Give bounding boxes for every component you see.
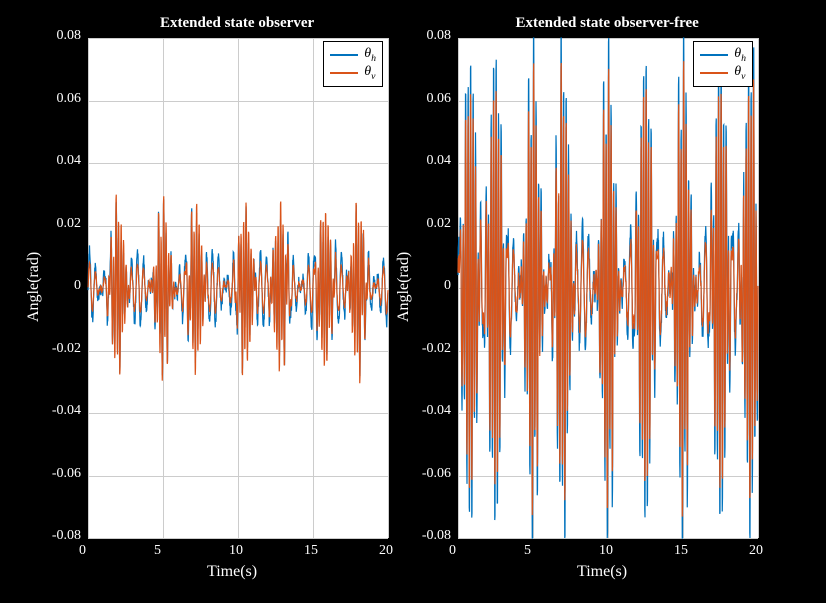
y-tick-label: -0.06	[422, 466, 451, 482]
legend: θhθv	[693, 41, 753, 87]
legend-swatch	[700, 72, 728, 74]
grid-line-h	[88, 538, 388, 539]
x-axis-label: Time(s)	[207, 563, 257, 581]
y-tick-label: -0.06	[52, 466, 81, 482]
y-tick-label: 0	[74, 278, 81, 294]
legend-label: θv	[364, 64, 375, 82]
x-tick-label: 5	[154, 543, 161, 559]
series-theta_v	[458, 61, 758, 516]
y-tick-label: -0.04	[422, 403, 451, 419]
figure: 0 5 10 15 20 -0.08 -0.06 -0.04 -0.02 0 0.02 0.04 0.0…	[0, 0, 826, 603]
panel-title: Extended state observer	[160, 15, 314, 32]
y-tick-label: -0.02	[422, 341, 451, 357]
plot-panel-eso	[87, 37, 389, 539]
grid-line-h	[458, 538, 758, 539]
y-axis-label: Angle(rad)	[395, 252, 413, 322]
legend-swatch	[330, 54, 358, 56]
y-tick-label: -0.02	[52, 341, 81, 357]
y-tick-label: 0.02	[427, 216, 452, 232]
y-tick-label: -0.08	[52, 528, 81, 544]
series-theta_v	[88, 195, 388, 384]
plot-lines	[458, 38, 758, 538]
x-tick-label: 0	[79, 543, 86, 559]
x-tick-label: 0	[449, 543, 456, 559]
x-tick-label: 20	[749, 543, 763, 559]
y-tick-label: 0.02	[57, 216, 82, 232]
legend-entry: θh	[700, 46, 746, 64]
x-axis-label: Time(s)	[577, 563, 627, 581]
x-tick-label: 20	[379, 543, 393, 559]
y-tick-label: 0.06	[57, 91, 82, 107]
x-tick-label: 15	[674, 543, 688, 559]
legend-swatch	[330, 72, 358, 74]
y-tick-label: 0.04	[427, 153, 452, 169]
x-tick-label: 10	[229, 543, 243, 559]
y-axis-label: Angle(rad)	[25, 252, 43, 322]
plot-panel-eso-free	[457, 37, 759, 539]
legend-label: θv	[734, 64, 745, 82]
y-tick-label: -0.04	[52, 403, 81, 419]
legend: θhθv	[323, 41, 383, 87]
legend-entry: θv	[700, 64, 746, 82]
x-tick-label: 15	[304, 543, 318, 559]
legend-entry: θv	[330, 64, 376, 82]
legend-label: θh	[364, 46, 376, 64]
x-tick-label: 5	[524, 543, 531, 559]
y-tick-label: 0	[444, 278, 451, 294]
plot-lines	[88, 38, 388, 538]
y-tick-label: 0.06	[427, 91, 452, 107]
y-tick-label: 0.08	[57, 28, 82, 44]
x-tick-label: 10	[599, 543, 613, 559]
y-tick-label: 0.08	[427, 28, 452, 44]
legend-label: θh	[734, 46, 746, 64]
y-tick-label: -0.08	[422, 528, 451, 544]
y-tick-label: 0.04	[57, 153, 82, 169]
legend-entry: θh	[330, 46, 376, 64]
legend-swatch	[700, 54, 728, 56]
panel-title: Extended state observer-free	[516, 15, 699, 32]
grid-line-v	[388, 38, 389, 538]
